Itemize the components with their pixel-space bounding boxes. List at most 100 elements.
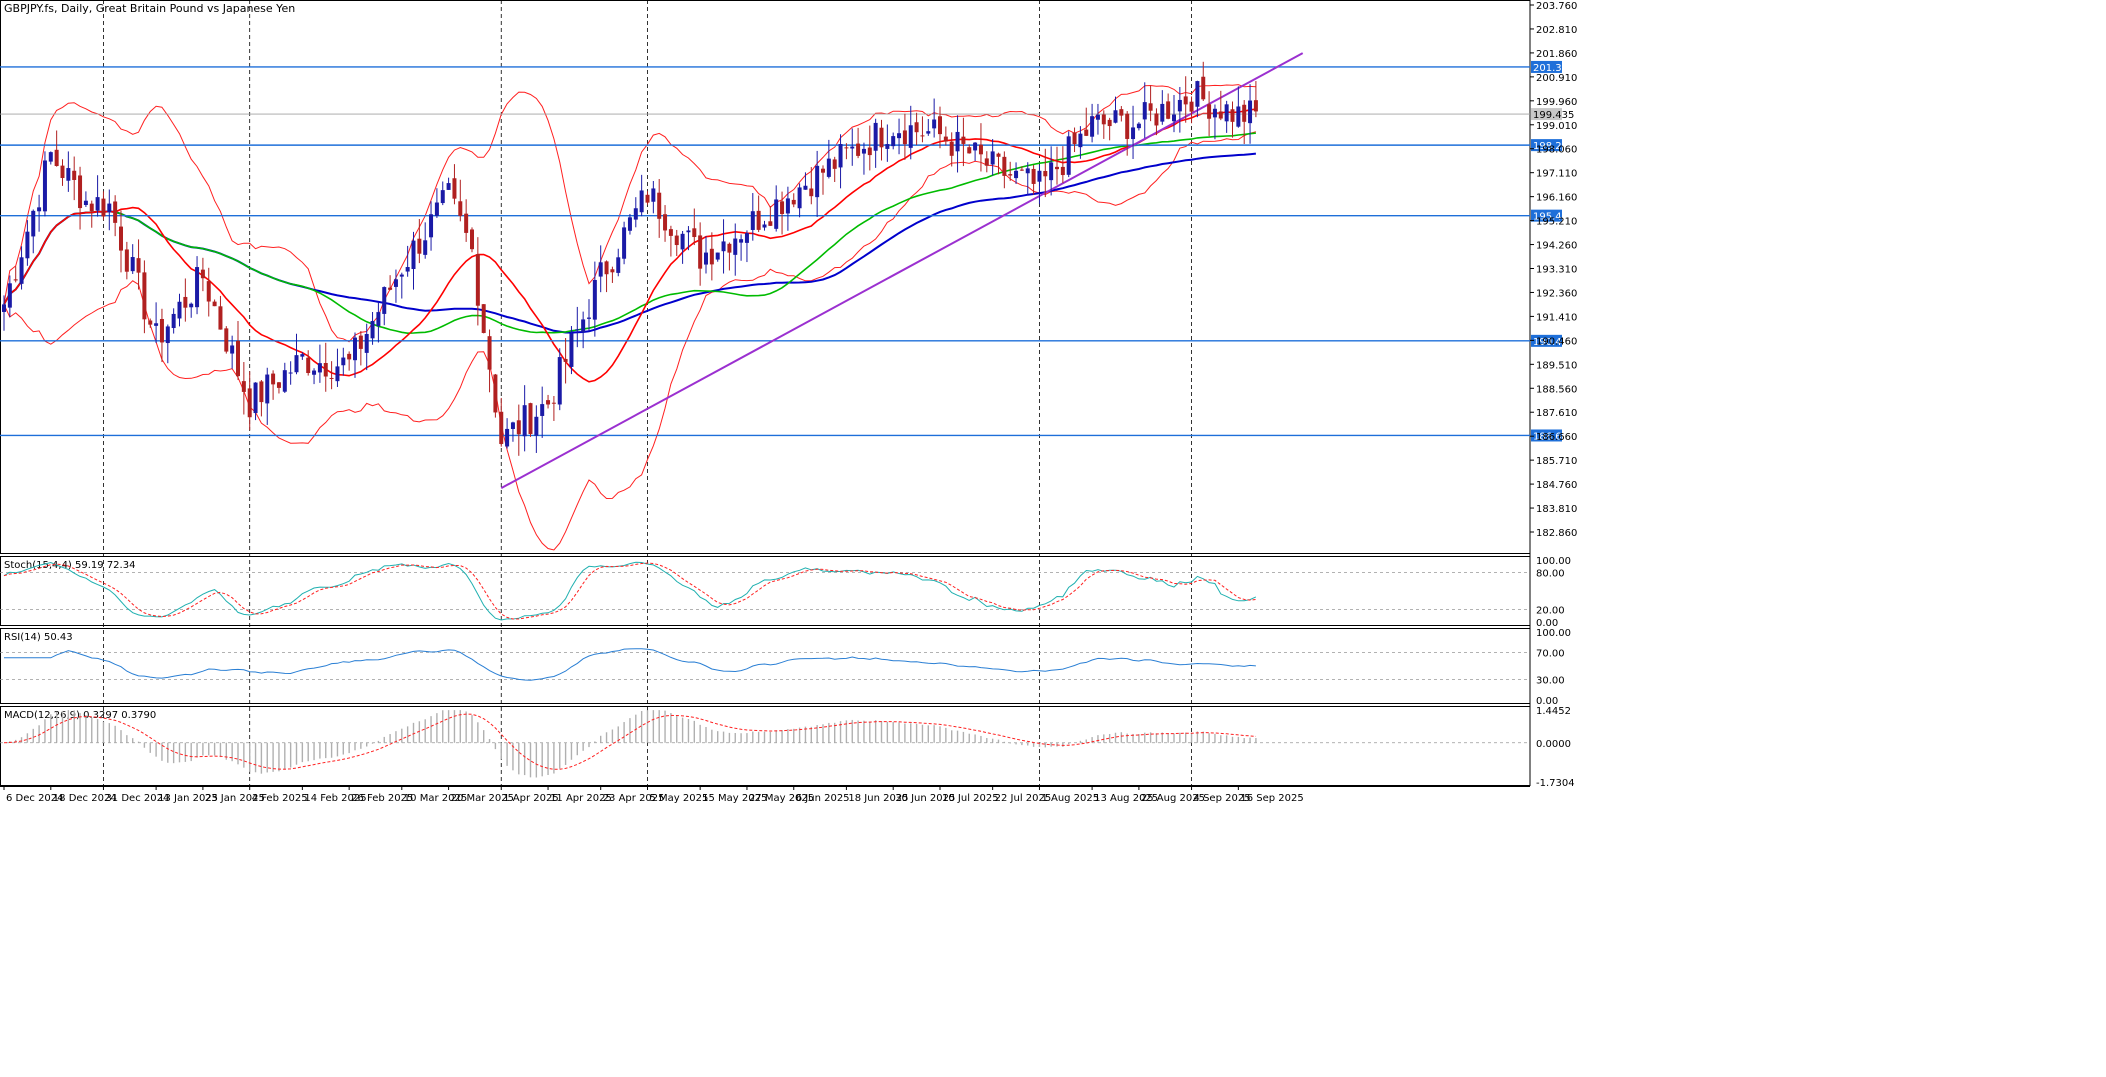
candle-body[interactable]: [1160, 103, 1165, 122]
candle-body[interactable]: [920, 135, 925, 137]
candle-body[interactable]: [300, 354, 305, 357]
candle-body[interactable]: [826, 158, 831, 177]
candle-body[interactable]: [253, 382, 258, 414]
candle-body[interactable]: [633, 208, 638, 220]
candle-body[interactable]: [1142, 102, 1147, 120]
candle-body[interactable]: [236, 340, 240, 377]
candle-body[interactable]: [780, 201, 785, 215]
candle-body[interactable]: [107, 203, 112, 213]
candle-body[interactable]: [31, 210, 36, 237]
candle-body[interactable]: [803, 185, 808, 190]
candle-body[interactable]: [393, 279, 398, 287]
candle-body[interactable]: [639, 190, 644, 213]
candle-body[interactable]: [130, 257, 135, 272]
candle-body[interactable]: [470, 229, 474, 250]
candle-body[interactable]: [265, 374, 270, 404]
candle-body[interactable]: [1154, 113, 1159, 126]
candle-body[interactable]: [195, 267, 200, 308]
candle-body[interactable]: [961, 136, 966, 144]
candle-body[interactable]: [317, 363, 322, 373]
candle-body[interactable]: [113, 201, 118, 223]
candle-body[interactable]: [821, 168, 825, 173]
candle-body[interactable]: [1043, 170, 1048, 177]
candle-body[interactable]: [686, 230, 691, 233]
candle-body[interactable]: [856, 143, 861, 156]
candle-body[interactable]: [1060, 166, 1065, 176]
candle-body[interactable]: [95, 197, 100, 211]
candle-body[interactable]: [294, 355, 299, 373]
candle-body[interactable]: [1072, 132, 1077, 145]
candle-body[interactable]: [212, 301, 217, 307]
candle-body[interactable]: [785, 198, 790, 214]
candle-body[interactable]: [148, 320, 153, 325]
candle-body[interactable]: [645, 194, 650, 203]
candle-body[interactable]: [1195, 81, 1200, 107]
candle-body[interactable]: [1177, 99, 1182, 112]
candle-body[interactable]: [189, 303, 194, 308]
candle-body[interactable]: [709, 248, 714, 265]
candle-body[interactable]: [271, 373, 276, 385]
candle-body[interactable]: [575, 329, 580, 331]
candle-body[interactable]: [663, 214, 668, 231]
candle-body[interactable]: [1025, 168, 1030, 174]
candle-body[interactable]: [1166, 101, 1171, 119]
candle-body[interactable]: [2, 304, 6, 312]
candle-body[interactable]: [505, 428, 510, 447]
candle-body[interactable]: [119, 226, 123, 251]
candle-body[interactable]: [493, 374, 498, 413]
candle-body[interactable]: [13, 279, 18, 281]
candle-body[interactable]: [850, 146, 855, 149]
candle-body[interactable]: [78, 175, 83, 209]
candle-body[interactable]: [142, 272, 147, 320]
candle-body[interactable]: [516, 420, 521, 435]
candle-body[interactable]: [335, 366, 340, 382]
candle-body[interactable]: [680, 233, 685, 250]
candle-body[interactable]: [1066, 136, 1071, 175]
candle-body[interactable]: [1136, 123, 1141, 129]
candle-body[interactable]: [405, 267, 410, 272]
candle-body[interactable]: [534, 416, 539, 436]
candle-body[interactable]: [183, 296, 188, 308]
candle-body[interactable]: [1183, 96, 1188, 105]
candle-body[interactable]: [797, 187, 802, 209]
candle-body[interactable]: [1148, 103, 1153, 111]
candle-body[interactable]: [276, 382, 281, 388]
candle-body[interactable]: [487, 336, 492, 370]
candle-body[interactable]: [581, 319, 586, 333]
candle-body[interactable]: [89, 203, 94, 212]
candle-body[interactable]: [1049, 162, 1054, 181]
candle-body[interactable]: [540, 404, 545, 416]
candle-body[interactable]: [54, 149, 59, 166]
candle-body[interactable]: [604, 261, 609, 275]
candle-body[interactable]: [1230, 109, 1235, 122]
candle-body[interactable]: [329, 377, 334, 379]
candle-body[interactable]: [83, 200, 88, 206]
candle-body[interactable]: [1031, 168, 1036, 184]
candle-body[interactable]: [698, 235, 703, 269]
candle-body[interactable]: [1019, 169, 1024, 171]
candle-body[interactable]: [739, 239, 744, 243]
candle-body[interactable]: [37, 207, 42, 212]
candle-body[interactable]: [464, 213, 469, 233]
candle-body[interactable]: [551, 402, 556, 404]
candle-body[interactable]: [1189, 101, 1194, 112]
candle-body[interactable]: [943, 136, 948, 142]
candle-body[interactable]: [230, 345, 235, 354]
candle-body[interactable]: [323, 363, 328, 377]
candle-body[interactable]: [376, 312, 381, 327]
candle-body[interactable]: [159, 318, 164, 343]
candle-body[interactable]: [938, 116, 942, 135]
candle-body[interactable]: [651, 188, 656, 202]
candle-body[interactable]: [569, 333, 574, 367]
candle-body[interactable]: [60, 165, 65, 179]
candle-body[interactable]: [481, 304, 486, 333]
candle-body[interactable]: [908, 125, 913, 148]
candle-body[interactable]: [458, 201, 463, 216]
candle-body[interactable]: [72, 170, 77, 180]
candle-body[interactable]: [7, 283, 12, 308]
candle-body[interactable]: [124, 249, 129, 272]
candle-body[interactable]: [1014, 170, 1019, 179]
candle-body[interactable]: [1236, 106, 1241, 127]
